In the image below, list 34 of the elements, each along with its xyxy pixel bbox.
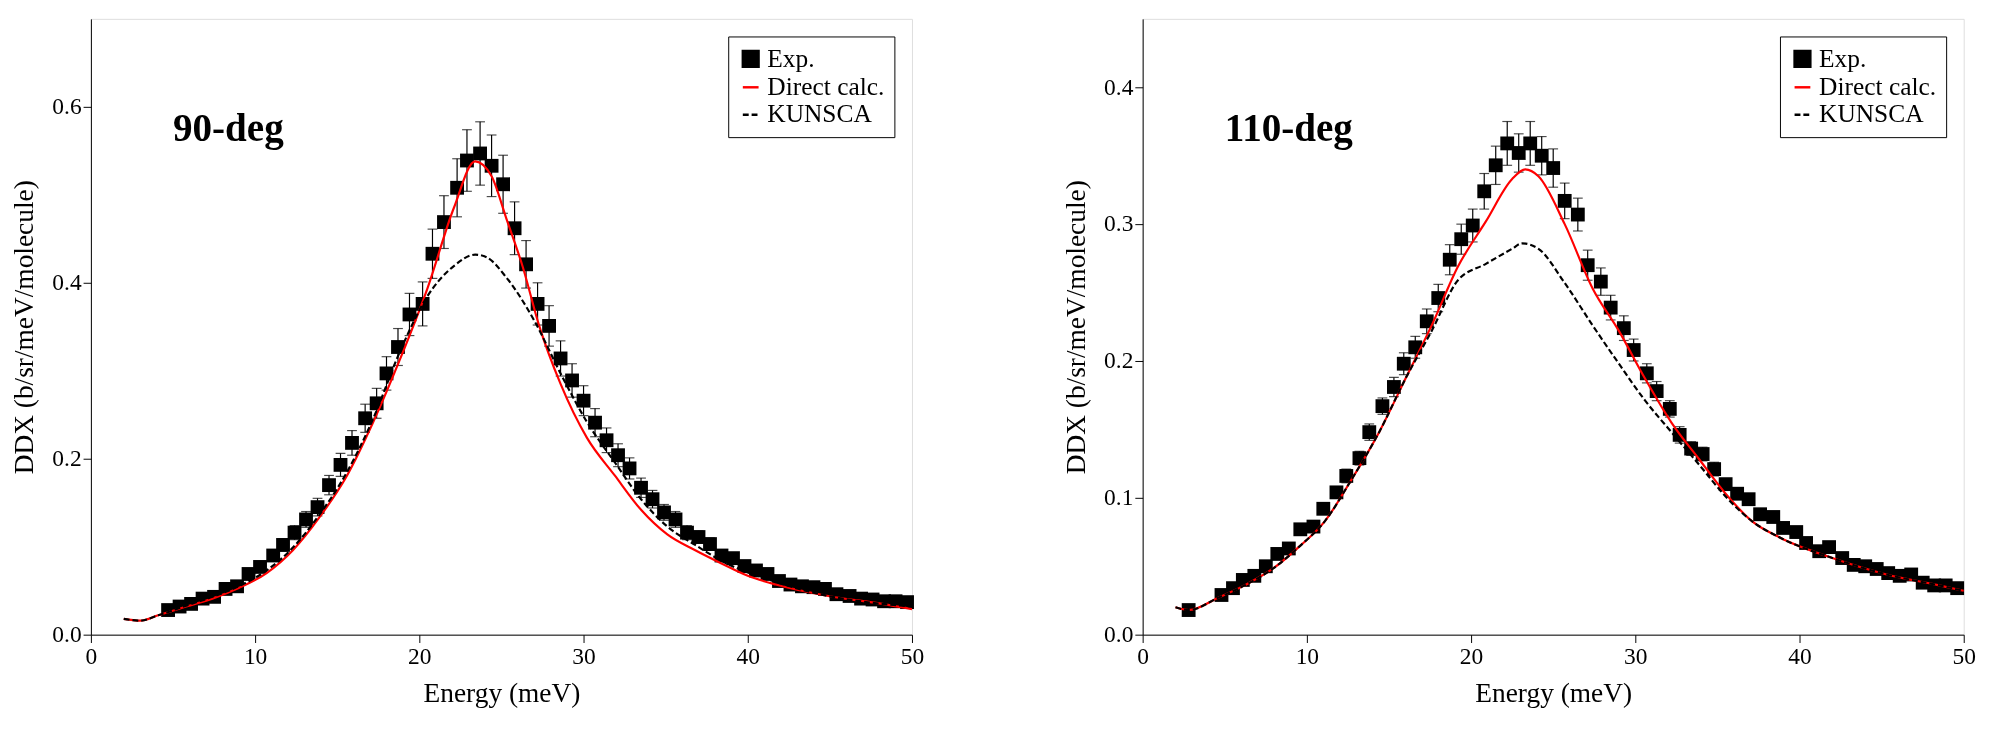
x-tick-label: 20 xyxy=(1459,642,1484,669)
x-tick-label: 0 xyxy=(1137,642,1150,669)
x-tick-label: 50 xyxy=(1952,642,1976,669)
x-tick-label: 40 xyxy=(1788,642,1812,669)
legend-label: KUNSCA xyxy=(767,99,873,128)
x-tick-label: 0 xyxy=(85,642,98,669)
y-tick-label: 0.4 xyxy=(52,269,82,296)
y-tick-label: 0.0 xyxy=(52,621,82,648)
y-tick-label: 0.0 xyxy=(1104,621,1134,648)
legend-label: Exp. xyxy=(767,43,815,72)
legend-label: Direct calc. xyxy=(1819,72,1937,101)
y-tick-label: 0.4 xyxy=(1104,73,1134,100)
y-tick-label: 0.3 xyxy=(1104,210,1134,237)
y-axis-title: DDX (b/sr/meV/molecule) xyxy=(1060,180,1091,475)
x-tick-label: 30 xyxy=(572,642,596,669)
annotation: 90-deg xyxy=(173,106,285,151)
y-axis-title: DDX (b/sr/meV/molecule) xyxy=(8,180,39,475)
y-tick-label: 0.1 xyxy=(1104,484,1134,511)
annotation: 110-deg xyxy=(1224,106,1354,151)
x-tick-label: 50 xyxy=(900,642,925,669)
line-series xyxy=(122,253,914,622)
y-tick-label: 0.2 xyxy=(1104,347,1134,374)
legend-label: Direct calc. xyxy=(767,72,885,101)
x-tick-label: 20 xyxy=(408,642,432,669)
x-axis-title: Energy (meV) xyxy=(423,677,581,708)
y-tick-label: 0.6 xyxy=(52,93,82,120)
legend-label: KUNSCA xyxy=(1819,99,1925,128)
x-tick-label: 40 xyxy=(736,642,760,669)
x-axis-title: Energy (meV) xyxy=(1475,677,1633,708)
y-tick-label: 0.2 xyxy=(52,445,82,472)
x-tick-label: 10 xyxy=(243,642,268,669)
legend-label: Exp. xyxy=(1819,43,1867,72)
x-tick-label: 30 xyxy=(1624,642,1648,669)
x-tick-label: 10 xyxy=(1295,642,1320,669)
